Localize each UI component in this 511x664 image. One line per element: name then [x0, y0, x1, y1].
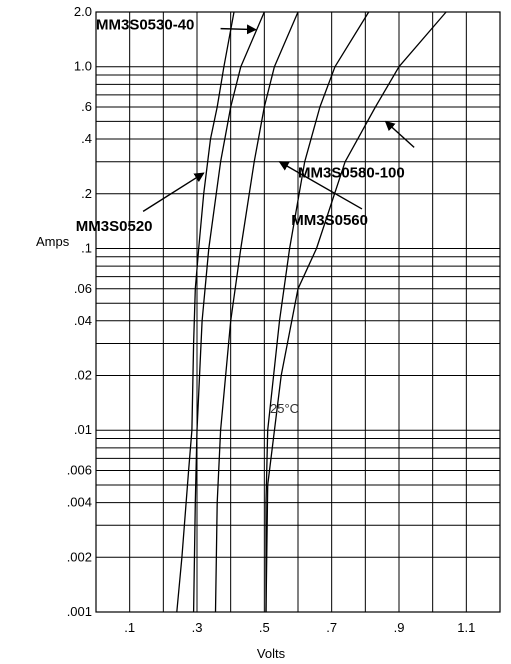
callout-arrow-4: [278, 161, 363, 210]
y-tick-label: .6: [81, 99, 92, 114]
grid: [95, 11, 501, 613]
y-tick-label: .002: [67, 549, 92, 564]
y-tick-label: .06: [74, 281, 92, 296]
y-tick-label: .001: [67, 604, 92, 619]
series-curve-2: [192, 11, 265, 613]
callout-arrow-2: [384, 120, 415, 148]
callout-label-1: MM3S0530-40: [96, 17, 194, 34]
series-curve-5: [265, 11, 447, 613]
series-curve-1: [176, 11, 235, 613]
x-tick-label: .3: [192, 620, 203, 635]
x-tick-label: .9: [394, 620, 405, 635]
y-tick-label: .04: [74, 313, 92, 328]
y-tick-label: .1: [81, 240, 92, 255]
x-axis-label: Volts: [257, 646, 286, 661]
y-axis-label: Amps: [36, 234, 70, 249]
y-tick-label: .006: [67, 463, 92, 478]
curves: [176, 11, 447, 613]
callouts: MM3S0530-40 MM3S0580-100 MM3S0520 MM3S0560: [76, 17, 415, 235]
y-tick-label: .02: [74, 368, 92, 383]
x-tick-label: .7: [326, 620, 337, 635]
callout-arrow-3: [142, 172, 205, 212]
series-curve-3: [214, 11, 299, 613]
x-tick-label: .1: [124, 620, 135, 635]
callout-arrow-1: [220, 24, 257, 35]
series-curve-4: [265, 11, 370, 612]
y-tick-label: 1.0: [74, 59, 92, 74]
y-tick-label: 2.0: [74, 4, 92, 19]
temperature-annotation: 25°C: [270, 401, 299, 416]
x-tick-label: 1.1: [457, 620, 475, 635]
y-tick-label: .004: [67, 495, 92, 510]
callout-label-3: MM3S0520: [76, 218, 153, 235]
y-tick-label: .2: [81, 186, 92, 201]
x-tick-label: .5: [259, 620, 270, 635]
y-tick-label: .01: [74, 422, 92, 437]
tick-labels: 2.0 1.0 .6 .4 .2 .1 .06 .04 .02 .01 .006 .004 .002 .0…: [67, 4, 476, 635]
callout-label-2: MM3S0580-100: [298, 165, 405, 182]
y-tick-label: .4: [81, 131, 92, 146]
callout-label-4: MM3S0560: [291, 212, 368, 229]
